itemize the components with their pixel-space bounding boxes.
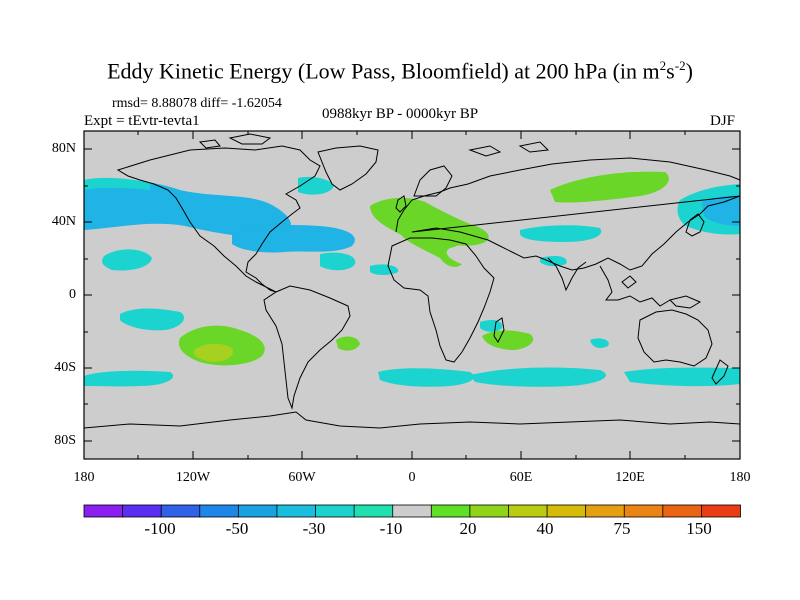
season-label: DJF bbox=[710, 113, 736, 129]
coast-new-guinea bbox=[669, 295, 702, 309]
coast-india bbox=[547, 257, 587, 292]
fill-africa-cyan bbox=[480, 320, 503, 332]
colorbar-label-40: 40 bbox=[536, 519, 554, 538]
fill-n-pacific-east-blue bbox=[702, 195, 740, 226]
fill-s-indian-cyan bbox=[470, 367, 606, 387]
y-label-0: 0 bbox=[69, 287, 76, 302]
coast-uk bbox=[395, 195, 407, 213]
colorbar-segment bbox=[662, 504, 703, 518]
coast-africa bbox=[387, 237, 495, 363]
coast-se-asia bbox=[599, 265, 671, 307]
axis-ticks bbox=[83, 131, 741, 459]
colorbar-segment bbox=[430, 504, 471, 518]
y-label-40n: 40N bbox=[51, 214, 76, 229]
fill-s-pacific-cyan-2 bbox=[84, 370, 174, 387]
x-label-60w: 60W bbox=[288, 470, 316, 485]
y-label-40s: 40S bbox=[54, 360, 76, 375]
coast-australia bbox=[637, 309, 713, 367]
fill-n-atlantic-blue bbox=[232, 224, 355, 253]
coast-arctic-islands bbox=[198, 133, 550, 157]
coast-madagascar bbox=[493, 317, 505, 343]
coast-japan bbox=[685, 213, 705, 237]
x-label-180e: 180 bbox=[729, 470, 751, 485]
colorbar-label-75: 75 bbox=[613, 519, 631, 538]
fill-s-australia-cyan bbox=[624, 367, 740, 387]
fill-atlantic-cyan bbox=[320, 252, 356, 271]
colorbar-label-m30: -30 bbox=[302, 519, 326, 538]
colorbar-segment bbox=[237, 504, 278, 518]
fill-pacific-tropics-cyan bbox=[102, 249, 152, 271]
colorbar-segment bbox=[546, 504, 587, 518]
x-ticks-bottom bbox=[83, 451, 741, 459]
title-text-s: s bbox=[666, 58, 675, 84]
y-label-80n: 80N bbox=[51, 141, 76, 156]
colorbar bbox=[83, 504, 741, 518]
y-ticks-right bbox=[732, 148, 740, 442]
colorbar-segment bbox=[353, 504, 394, 518]
title-sup-1: 2 bbox=[659, 58, 667, 73]
colorbar-label-m100: -100 bbox=[144, 519, 176, 538]
colorbar-segment bbox=[83, 504, 124, 518]
y-label-80s: 80S bbox=[54, 433, 76, 448]
coastlines bbox=[83, 133, 741, 429]
experiment-label: Expt = tEvtr-tevta1 bbox=[84, 113, 200, 129]
period-label: 0988kyr BP - 0000kyr BP bbox=[322, 106, 479, 122]
title-text: Eddy Kinetic Energy (Low Pass, Bloomfiel… bbox=[107, 58, 660, 84]
fill-n-pacific-blue bbox=[84, 179, 292, 238]
title-sup-2: -2 bbox=[674, 58, 686, 73]
colorbar-label-150: 150 bbox=[686, 519, 712, 538]
colorbar-segment bbox=[392, 504, 433, 518]
fill-east-asia-cyan bbox=[520, 225, 602, 242]
fill-asia-cyan-2 bbox=[540, 256, 567, 267]
colorbar-label-m10: -10 bbox=[379, 519, 403, 538]
colorbar-segment bbox=[623, 504, 664, 518]
x-label-120e: 120E bbox=[615, 470, 645, 485]
colorbar-label-m50: -50 bbox=[225, 519, 249, 538]
x-label-60e: 60E bbox=[509, 470, 533, 485]
colorbar-segment bbox=[315, 504, 356, 518]
fill-n-pacific-cyan-edge bbox=[84, 177, 150, 190]
colorbar-segment bbox=[276, 504, 317, 518]
x-label-120w: 120W bbox=[175, 470, 211, 485]
title-text-end: ) bbox=[685, 58, 693, 84]
y-ticks-left bbox=[84, 148, 92, 442]
map-title: Eddy Kinetic Energy (Low Pass, Bloomfiel… bbox=[0, 58, 800, 84]
coast-north-america bbox=[116, 145, 321, 293]
colorbar-segment bbox=[122, 504, 163, 518]
colorbar-segment bbox=[469, 504, 510, 518]
coast-eurasia bbox=[395, 157, 741, 271]
colorbar-segment bbox=[508, 504, 548, 518]
fill-s-ocean-cyan-3 bbox=[590, 338, 609, 348]
fill-s-atlantic-green bbox=[336, 336, 360, 351]
fill-asia-green bbox=[550, 171, 669, 203]
colorbar-segment bbox=[160, 504, 201, 518]
fill-s-pacific-cyan bbox=[120, 308, 185, 331]
coast-antarctica bbox=[83, 411, 741, 429]
x-label-180w: 180 bbox=[73, 470, 95, 485]
x-label-0: 0 bbox=[408, 470, 416, 485]
coast-south-america bbox=[263, 285, 351, 410]
colorbar-segment bbox=[701, 504, 741, 518]
x-ticks-top bbox=[83, 131, 741, 139]
fill-s-africa-green bbox=[482, 330, 534, 350]
colorbar-segment bbox=[585, 504, 626, 518]
coast-scandinavia bbox=[413, 165, 453, 197]
rmsd-stats: rmsd= 8.88078 diff= -1.62054 bbox=[112, 96, 282, 111]
colorbar-segment bbox=[199, 504, 240, 518]
coast-greenland bbox=[317, 145, 379, 191]
coast-new-zealand bbox=[711, 359, 729, 385]
fill-s-pacific-yellow bbox=[193, 343, 233, 362]
colorbar-label-20: 20 bbox=[459, 519, 477, 538]
fill-s-atlantic-cyan bbox=[378, 368, 474, 387]
